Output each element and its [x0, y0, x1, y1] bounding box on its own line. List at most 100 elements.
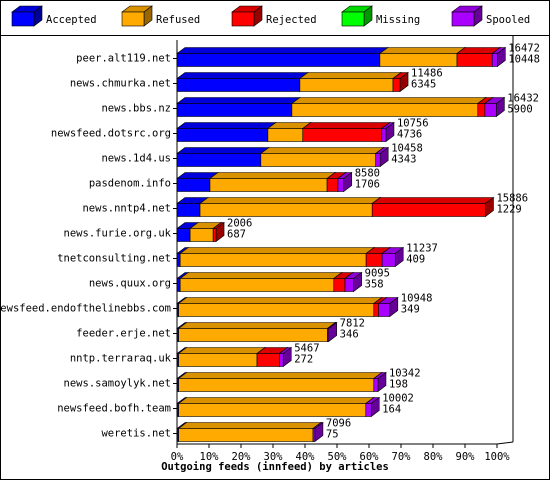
y-tick-label: nntp.terraraq.uk	[70, 353, 172, 365]
y-tick-label: weretis.net	[101, 428, 171, 440]
count-label: 5900	[507, 104, 532, 116]
count-label: 4343	[391, 154, 416, 166]
y-tick-label: news.furie.org.uk	[64, 228, 172, 240]
bar-segment	[177, 371, 383, 393]
bar-segment-face	[177, 322, 337, 329]
legend-swatch	[451, 5, 483, 27]
count-label: 75	[326, 429, 339, 441]
bar-segment	[176, 121, 277, 143]
bar-segment-face	[301, 122, 391, 129]
bar-segment-face	[176, 47, 389, 54]
offered-label: 7096	[326, 418, 351, 430]
bar-segment-face	[378, 47, 466, 54]
y-tick-label: peer.alt119.net	[76, 53, 171, 65]
bar-segment-face	[178, 328, 328, 342]
offered-label: 10458	[391, 143, 423, 155]
bar-segment-face	[177, 372, 383, 379]
bar-segment	[177, 321, 337, 343]
bar-segment	[212, 221, 225, 243]
bar-segment-face	[176, 97, 301, 104]
bar-segment-face	[209, 178, 328, 192]
bar-segment-face	[176, 253, 181, 267]
bar-segment-face	[291, 103, 479, 117]
bar-segment-face	[392, 78, 401, 92]
bar-segment-face	[381, 253, 396, 267]
x-tick-label: 40%	[296, 451, 316, 463]
bar-segment-face	[333, 278, 346, 292]
bar-segment	[483, 96, 506, 118]
bar-segment-face	[379, 53, 458, 67]
bar-segment-face	[326, 178, 339, 192]
offered-label: 16472	[508, 43, 540, 55]
bar-segment-face	[344, 278, 354, 292]
y-tick-label: news.chmurka.net	[70, 78, 171, 90]
offered-label: 2006	[227, 218, 252, 230]
bar-segment	[392, 71, 409, 93]
y-tick-label: news.samoylyk.net	[64, 378, 171, 390]
legend-label: Refused	[156, 14, 200, 26]
legend-swatch-face	[451, 11, 475, 27]
bar-segment-face	[199, 203, 373, 217]
chart-title: Outgoing feeds (innfeed) by articles	[161, 461, 389, 473]
bar-segment-face	[260, 153, 377, 167]
bar-segment-face	[371, 203, 486, 217]
offered-label: 10342	[389, 368, 421, 380]
legend-swatch-face	[341, 11, 365, 27]
bar-segment-face	[477, 103, 486, 117]
x-tick-label: 30%	[264, 451, 284, 463]
legend-swatch	[231, 5, 263, 27]
bar-segment	[378, 46, 466, 68]
x-tick-label: 90%	[456, 451, 476, 463]
count-label: 4736	[397, 129, 422, 141]
bar-segment-face	[176, 103, 293, 117]
floor-edge	[496, 441, 514, 445]
bar-segment-face	[378, 303, 391, 317]
bar-segment-face	[267, 128, 304, 142]
x-tick-label: 60%	[360, 451, 380, 463]
legend-swatch-face	[231, 11, 255, 27]
y-tick-label: news.1d4.us	[101, 153, 171, 165]
offered-label: 11237	[406, 243, 438, 255]
bar-segment-face	[177, 347, 266, 354]
bar-segment-face	[176, 128, 269, 142]
y-tick-label: newsfeed.endofthelinebbs.com	[0, 303, 171, 315]
bar-segment-face	[279, 353, 284, 367]
bar-segment	[278, 346, 293, 368]
bar-segment-face	[212, 228, 217, 242]
count-label: 1229	[496, 204, 521, 216]
bar-segment-face	[209, 172, 336, 179]
count-label: 358	[365, 279, 384, 291]
bar-segment	[344, 271, 363, 293]
y-tick-label: tnetconsulting.net	[57, 253, 171, 265]
bar-segment-face	[176, 178, 211, 192]
offered-label: 10948	[401, 293, 433, 305]
bar-segment-face	[177, 297, 383, 304]
bar-segment	[177, 346, 266, 368]
bar-segment-face	[373, 303, 379, 317]
x-tick-label: 0%	[171, 451, 184, 463]
bar-segment-face	[373, 378, 379, 392]
bar-segment-face	[176, 78, 301, 92]
bar-segment-face	[178, 403, 367, 417]
bar-segment-face	[381, 128, 387, 142]
count-label: 346	[340, 329, 359, 341]
legend-swatch-face	[11, 11, 35, 27]
legend-swatch	[121, 5, 153, 27]
bar-segment-face	[302, 128, 383, 142]
legend-swatch	[11, 5, 43, 27]
bar-segment-face	[176, 278, 181, 292]
bar-segment-face	[256, 353, 280, 367]
bar-segment	[298, 71, 402, 93]
offered-label: 5467	[294, 343, 319, 355]
offered-label: 15886	[496, 193, 528, 205]
bar-segment-face	[176, 53, 381, 67]
bar-segment	[179, 271, 343, 293]
x-tick-label: 100%	[484, 451, 510, 463]
bar-segment-face	[178, 428, 314, 442]
bar-segment-face	[290, 97, 487, 104]
bar-segment-face	[177, 422, 322, 429]
y-tick-label: newsfeed.bofh.team	[57, 403, 171, 415]
bar-segment	[380, 121, 395, 143]
bar-segment-face	[312, 428, 316, 442]
